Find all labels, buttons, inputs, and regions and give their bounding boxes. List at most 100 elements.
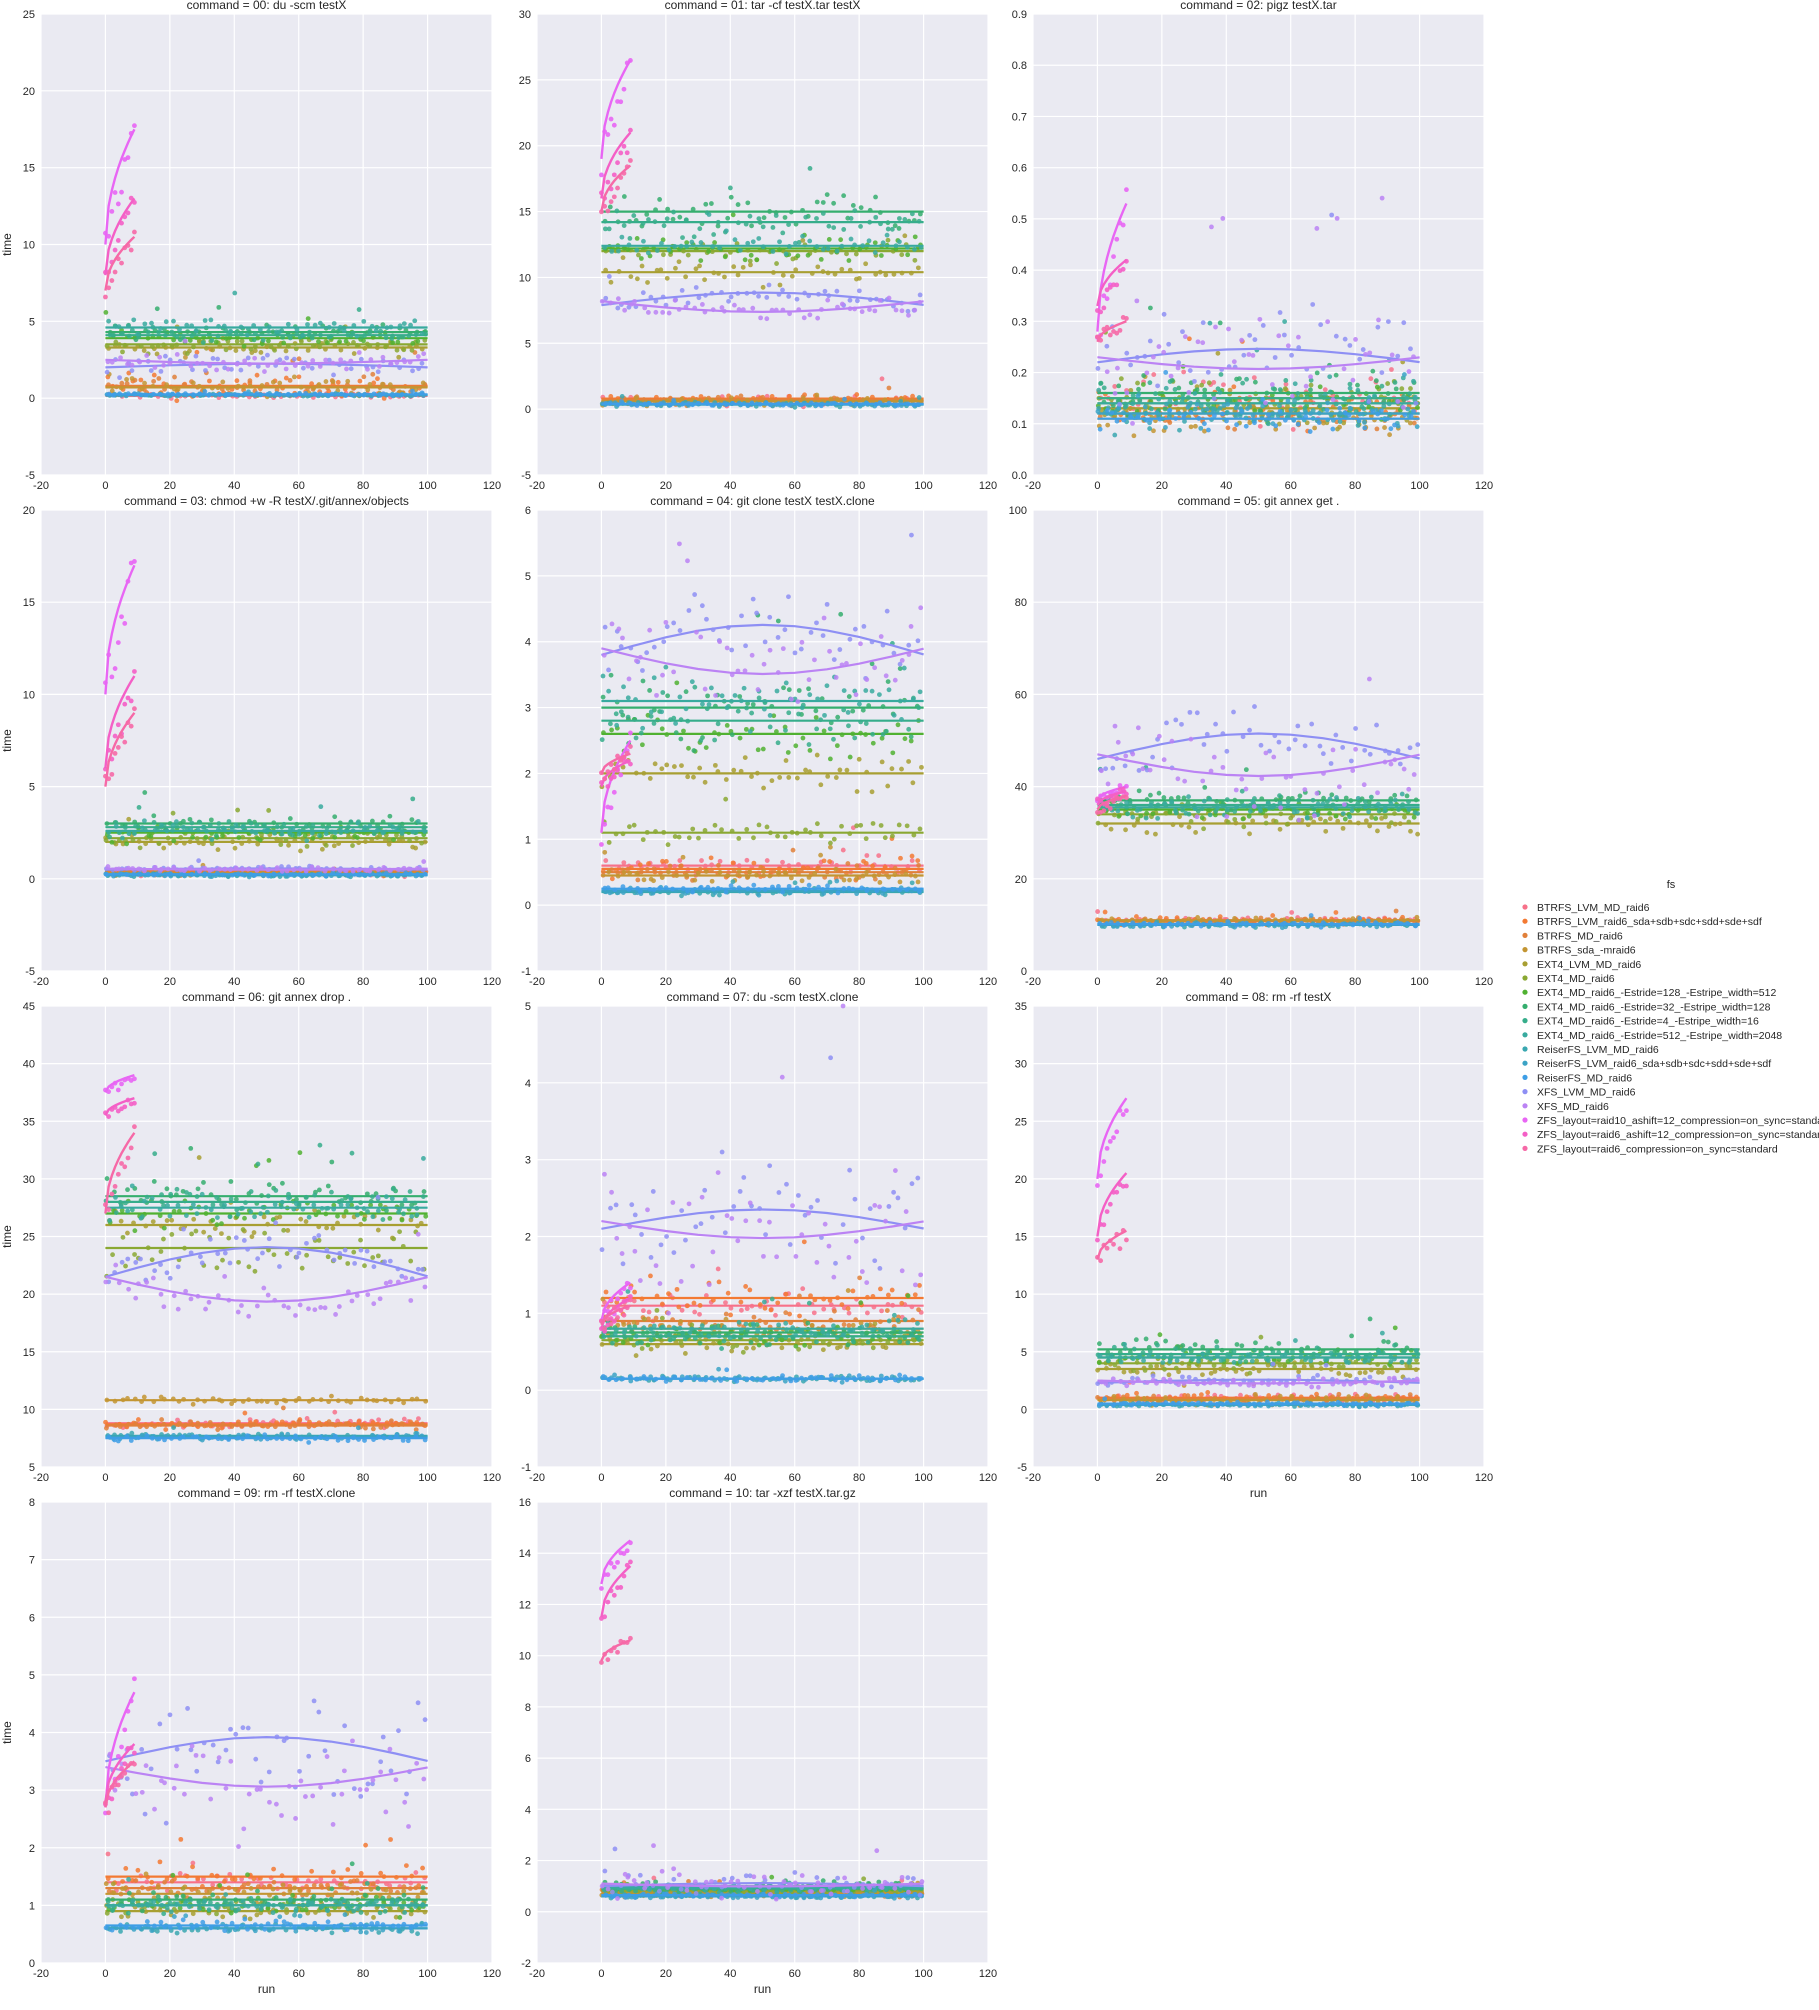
data-point — [1379, 195, 1385, 201]
data-point — [731, 264, 737, 270]
data-point — [1180, 329, 1185, 335]
data-point — [777, 239, 782, 245]
data-point — [801, 315, 807, 321]
data-point — [608, 721, 613, 727]
data-point — [259, 341, 265, 347]
data-point — [1406, 799, 1411, 805]
data-point — [151, 378, 157, 384]
data-point — [754, 610, 760, 616]
data-point — [697, 263, 702, 269]
data-point — [805, 252, 811, 258]
x-tick-label: 60 — [1285, 976, 1297, 988]
data-point — [1120, 222, 1126, 228]
data-point — [615, 296, 621, 302]
data-point — [1272, 355, 1278, 360]
data-point — [893, 307, 899, 313]
data-point — [1156, 733, 1162, 739]
data-point — [1277, 800, 1283, 806]
data-point — [234, 338, 240, 344]
data-point — [834, 248, 840, 254]
data-point — [125, 210, 131, 216]
x-tick-label: 20 — [660, 976, 672, 988]
data-point — [740, 264, 746, 270]
data-point — [1179, 721, 1184, 727]
data-point — [1107, 332, 1113, 338]
data-point — [1289, 352, 1294, 358]
data-point — [119, 189, 124, 195]
data-point — [724, 705, 730, 711]
data-point — [1329, 792, 1335, 798]
data-point — [870, 863, 875, 869]
data-point — [1135, 393, 1141, 399]
data-point — [729, 647, 735, 653]
data-point — [258, 350, 264, 355]
data-point — [889, 766, 895, 772]
data-point — [170, 810, 176, 816]
data-point — [614, 722, 620, 728]
data-point — [690, 889, 696, 895]
data-point — [703, 745, 709, 750]
data-point — [1233, 787, 1239, 793]
data-point — [902, 233, 908, 239]
data-point — [647, 627, 653, 633]
data-point — [1277, 793, 1282, 799]
data-point — [737, 735, 743, 741]
data-point — [641, 877, 647, 883]
data-point — [917, 826, 923, 832]
data-point — [1114, 236, 1120, 242]
data-point — [1097, 426, 1103, 432]
data-point — [658, 267, 664, 273]
data-point — [1247, 831, 1252, 837]
data-point — [826, 223, 832, 229]
x-tick-label: 60 — [1285, 480, 1297, 492]
data-point — [1260, 323, 1266, 328]
data-point — [1147, 305, 1153, 311]
data-point — [115, 238, 121, 243]
data-point — [1348, 758, 1354, 764]
y-tick-label: 0.3 — [1012, 316, 1027, 328]
data-point — [1116, 813, 1122, 819]
data-point — [799, 705, 805, 711]
data-point — [1309, 721, 1315, 727]
data-point — [1411, 408, 1416, 414]
data-point — [1415, 811, 1420, 816]
data-point — [654, 692, 659, 698]
data-point — [792, 868, 798, 873]
data-point — [785, 750, 791, 755]
data-point — [1200, 778, 1206, 784]
data-point — [863, 721, 869, 726]
data-point — [799, 639, 805, 645]
data-point — [626, 676, 632, 682]
data-point — [419, 331, 425, 336]
data-point — [671, 764, 677, 769]
data-point — [1112, 432, 1118, 438]
data-point — [644, 650, 650, 656]
data-point — [852, 735, 858, 741]
data-point — [1318, 924, 1324, 930]
data-point — [132, 559, 137, 564]
data-point — [600, 673, 606, 679]
data-point — [1202, 387, 1208, 393]
data-point — [1195, 339, 1201, 345]
data-point — [1185, 404, 1191, 410]
data-point — [1415, 405, 1420, 410]
data-point — [1231, 384, 1237, 390]
data-point — [1317, 743, 1323, 749]
data-point — [1408, 386, 1413, 391]
data-point — [858, 224, 863, 229]
data-point — [691, 774, 696, 780]
data-point — [128, 698, 134, 704]
data-point — [676, 259, 682, 265]
data-point — [615, 160, 620, 166]
data-point — [731, 767, 737, 773]
data-point — [1136, 386, 1141, 392]
data-point — [818, 852, 824, 858]
data-point — [1288, 815, 1294, 821]
data-point — [1292, 737, 1298, 743]
data-point — [164, 382, 170, 388]
x-tick-label: 120 — [979, 976, 997, 988]
data-point — [758, 864, 764, 870]
y-tick-label: 20 — [23, 86, 35, 98]
data-point — [767, 713, 773, 718]
data-point — [847, 877, 852, 883]
